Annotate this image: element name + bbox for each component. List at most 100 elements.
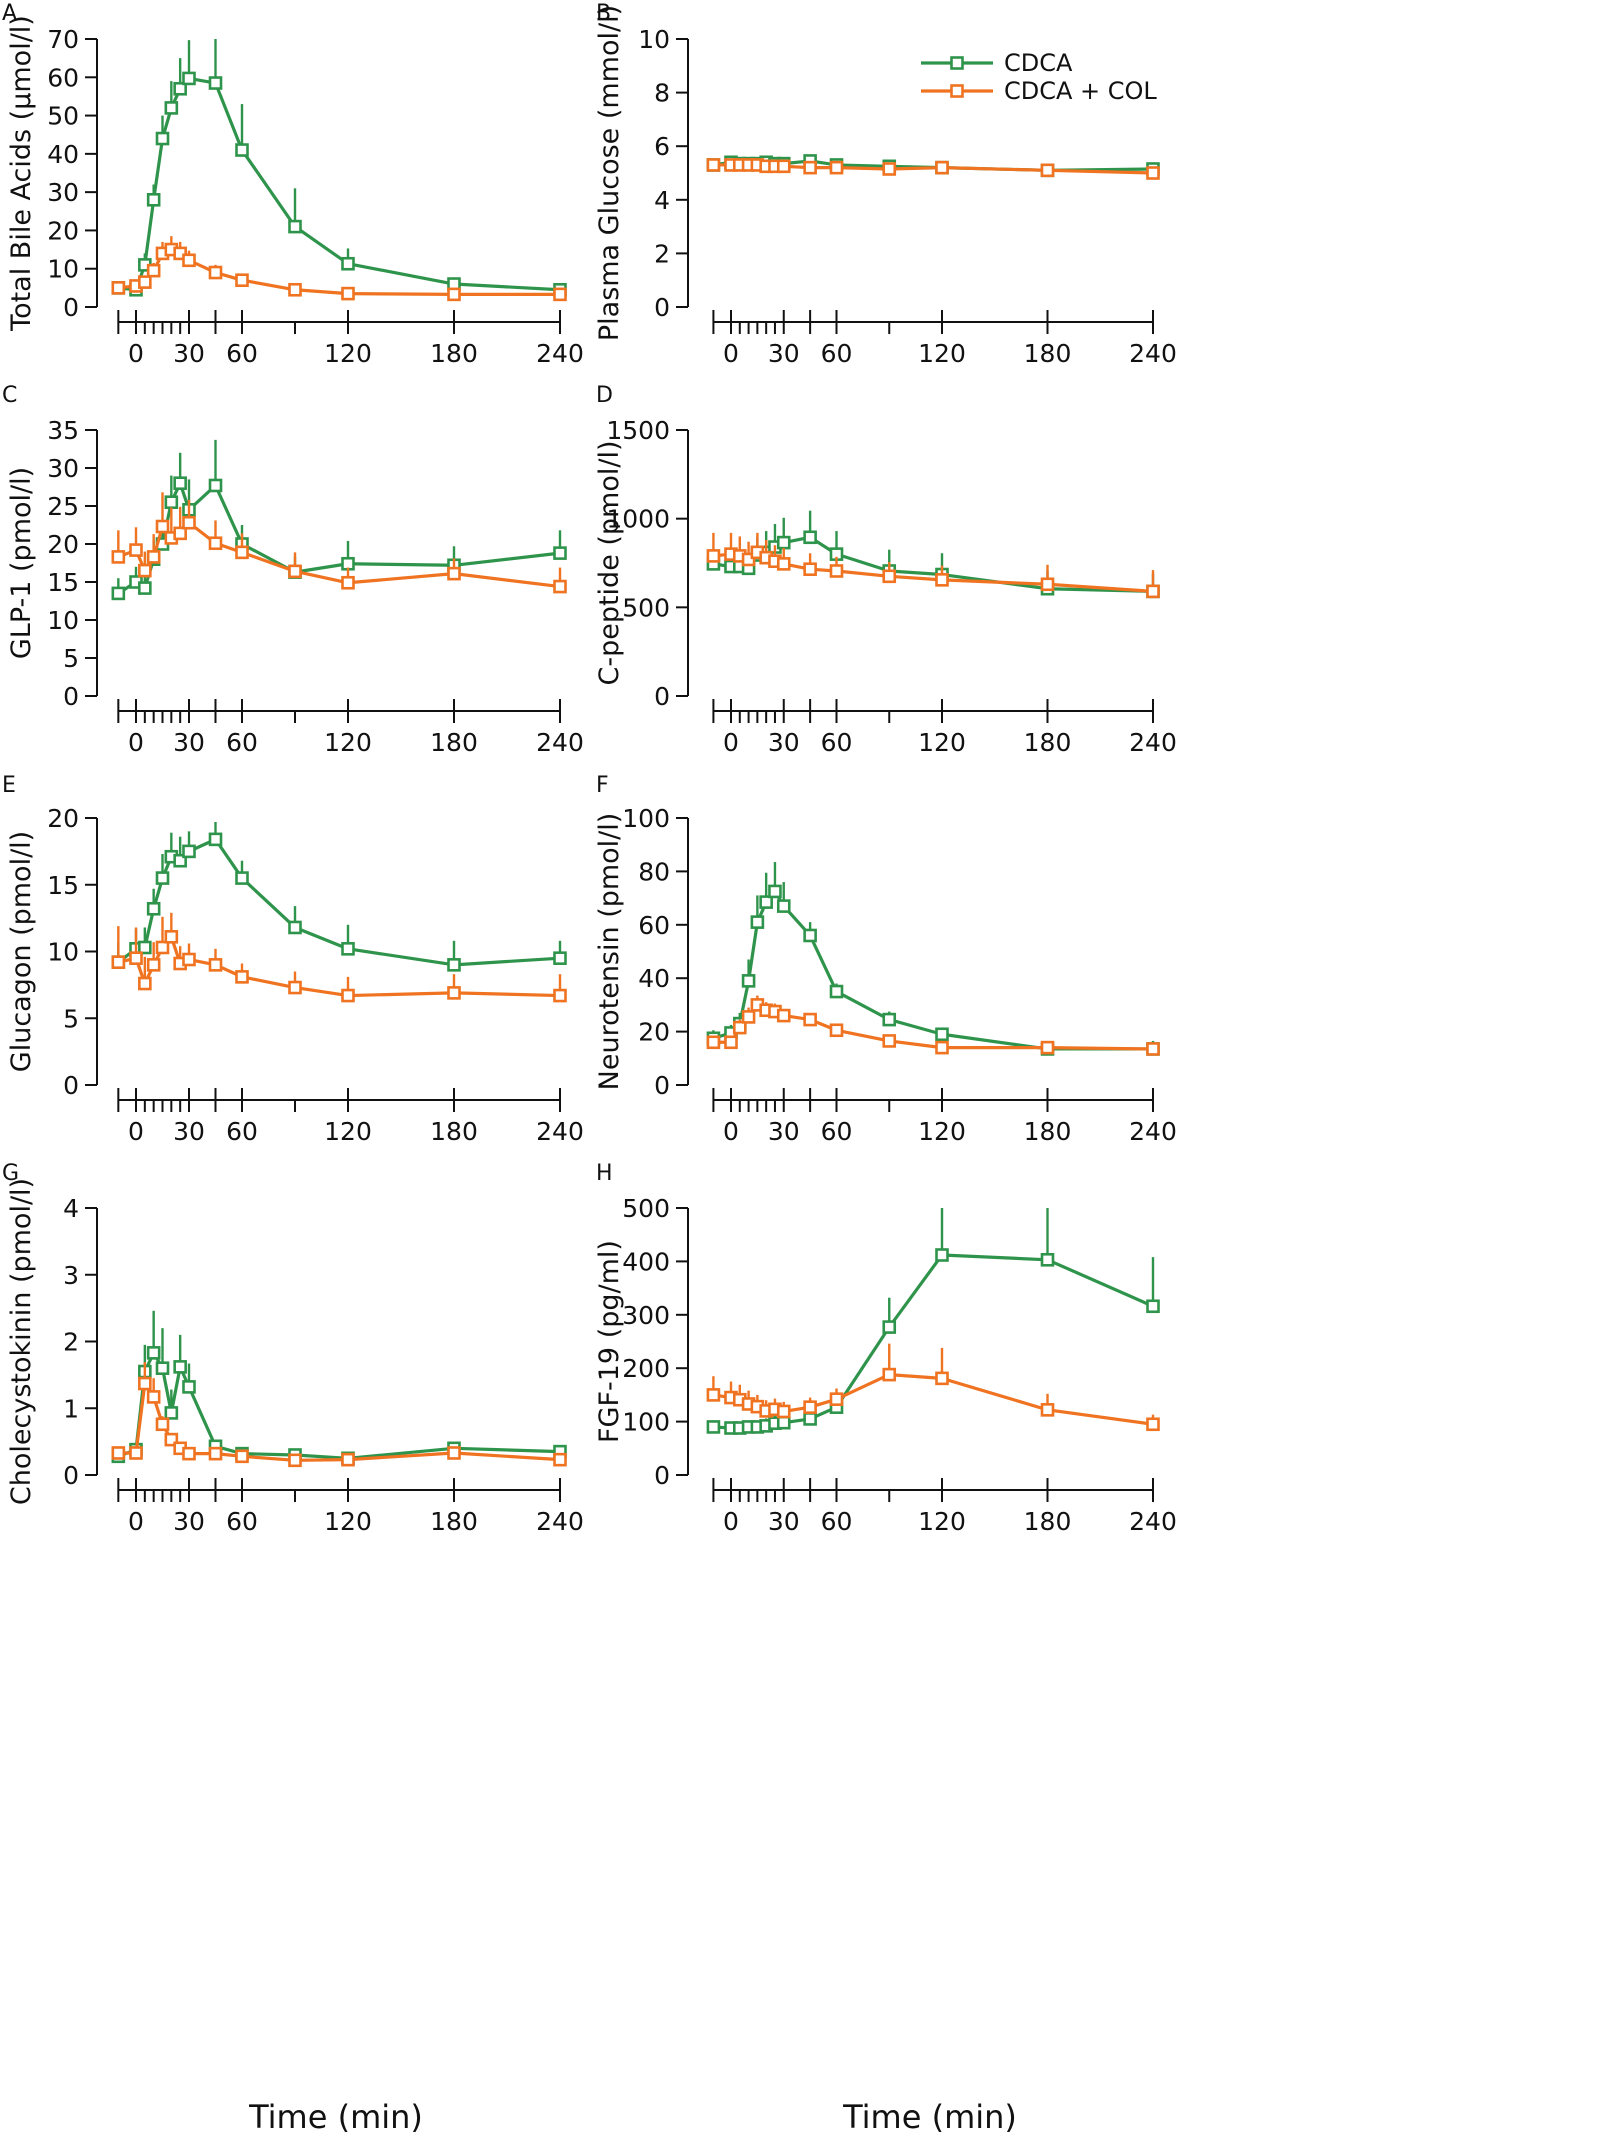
x-tick-label: 60	[226, 728, 258, 757]
y-tick-label: 0	[63, 1461, 79, 1490]
series-cdca-col	[111, 912, 567, 1003]
data-point	[341, 988, 355, 1003]
x-axis-title: Time (min)	[248, 2098, 423, 2136]
x-tick-label: 30	[768, 1117, 800, 1146]
y-tick-label: 5	[63, 1004, 79, 1033]
data-point	[208, 832, 223, 847]
data-point	[129, 1446, 143, 1460]
data-point	[208, 478, 223, 493]
data-point	[341, 286, 355, 301]
series-cdca-col	[111, 236, 567, 302]
legend-marker	[950, 84, 964, 98]
y-tick-label: 4	[63, 1194, 79, 1223]
data-point	[759, 895, 773, 909]
data-point	[208, 265, 223, 280]
x-tick-label: 180	[1024, 1507, 1072, 1536]
y-tick-label: 30	[47, 178, 79, 207]
x-tick-label: 120	[324, 728, 372, 757]
data-point	[235, 273, 249, 288]
data-point	[155, 940, 170, 955]
panel-letter: H	[596, 1161, 613, 1186]
x-tick-label: 0	[128, 339, 144, 368]
data-point	[706, 158, 721, 172]
y-tick-label: 35	[47, 416, 79, 445]
data-point	[776, 1008, 791, 1023]
x-tick-label: 30	[173, 1507, 205, 1536]
data-point	[235, 970, 249, 984]
data-point	[288, 920, 302, 935]
x-tick-label: 240	[1129, 1117, 1177, 1146]
y-tick-label: 300	[622, 1301, 670, 1330]
data-point	[803, 530, 817, 545]
x-tick-label: 60	[821, 728, 853, 757]
x-tick-label: 180	[1024, 1117, 1072, 1146]
y-tick-label: 60	[47, 63, 79, 92]
panel-letter: E	[2, 773, 16, 798]
y-tick-label: 200	[622, 1354, 670, 1383]
data-point	[935, 1040, 949, 1055]
data-point	[882, 1034, 897, 1048]
data-point	[553, 951, 567, 965]
x-tick-label: 30	[768, 1507, 800, 1536]
x-tick-label: 180	[1024, 728, 1072, 757]
data-point	[1040, 163, 1055, 178]
y-tick-label: 100	[622, 804, 670, 833]
x-tick-label: 120	[918, 728, 966, 757]
data-point	[173, 1360, 187, 1374]
data-point	[882, 1367, 897, 1382]
data-point	[803, 160, 817, 175]
y-tick-label: 500	[622, 593, 670, 622]
x-tick-label: 180	[430, 728, 478, 757]
data-point	[138, 940, 152, 955]
y-tick-label: 40	[638, 964, 670, 993]
data-point	[829, 984, 844, 999]
data-point	[208, 536, 223, 551]
series-cdca	[111, 822, 567, 972]
x-tick-label: 240	[1129, 1507, 1177, 1536]
data-point	[935, 160, 949, 175]
data-point	[803, 1412, 817, 1426]
data-point	[173, 81, 187, 96]
data-point	[173, 526, 187, 541]
y-tick-label: 8	[654, 79, 670, 108]
y-tick-label: 0	[63, 1071, 79, 1100]
x-tick-label: 30	[173, 728, 205, 757]
y-tick-label: 0	[63, 293, 79, 322]
data-point	[829, 1023, 844, 1038]
y-tick-label: 15	[47, 871, 79, 900]
data-point	[164, 1406, 179, 1420]
data-point	[146, 1346, 161, 1360]
x-tick-label: 60	[226, 1117, 258, 1146]
y-tick-label: 2	[654, 239, 670, 268]
data-point	[288, 1453, 302, 1468]
x-tick-label: 0	[128, 728, 144, 757]
data-point	[138, 581, 152, 595]
x-tick-label: 120	[918, 339, 966, 368]
x-tick-label: 0	[723, 728, 739, 757]
data-point	[235, 871, 249, 885]
data-point	[447, 986, 461, 1000]
series-cdca	[111, 1310, 567, 1466]
y-tick-label: 10	[47, 938, 79, 967]
data-point	[1146, 1417, 1160, 1432]
x-tick-label: 30	[768, 339, 800, 368]
x-tick-label: 30	[768, 728, 800, 757]
data-point	[208, 76, 223, 90]
data-point	[776, 557, 791, 571]
data-point	[882, 1012, 897, 1027]
y-tick-label: 1	[63, 1394, 79, 1423]
y-axis-title: Total Bile Acids (µmol/l)	[6, 15, 37, 332]
data-point	[111, 586, 126, 601]
data-point	[182, 1446, 196, 1461]
data-point	[164, 495, 179, 510]
x-tick-label: 60	[821, 1507, 853, 1536]
data-point	[182, 515, 196, 530]
y-tick-label: 20	[47, 216, 79, 245]
data-point	[341, 1452, 355, 1467]
data-point	[146, 193, 161, 207]
data-point	[111, 1446, 126, 1460]
series-cdca-col	[111, 1362, 567, 1468]
